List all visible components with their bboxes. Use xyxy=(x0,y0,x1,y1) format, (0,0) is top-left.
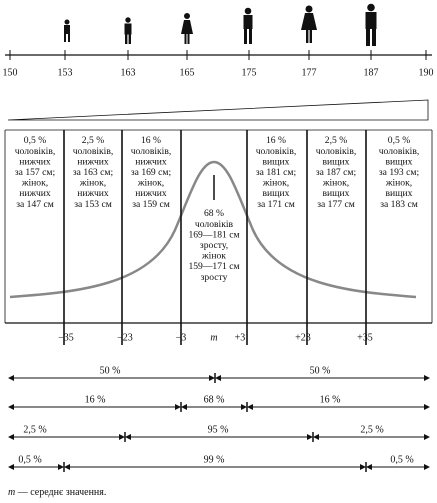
column-text: вищих xyxy=(323,188,350,199)
column-text: за 169 см; xyxy=(131,167,171,178)
column-text: за 183 см xyxy=(380,199,418,210)
column-text: 169—181 см xyxy=(188,229,239,240)
footnote: m — середнє значення. xyxy=(8,487,106,498)
column-text: чоловіків, xyxy=(256,146,297,157)
axis-label: +35 xyxy=(357,332,373,343)
column-text: за 177 см xyxy=(317,199,355,210)
column-text: нижчих xyxy=(19,188,51,199)
axis-label: +23 xyxy=(295,332,311,343)
range-label: 16 % xyxy=(85,394,106,405)
column-text: вищих xyxy=(263,188,290,199)
column-text: зросту, xyxy=(200,240,228,251)
column-text: вищих xyxy=(263,156,290,167)
column-text: 0,5 % xyxy=(24,135,46,146)
column-text: за 157 см; xyxy=(15,167,55,178)
column-text: за 159 см xyxy=(132,199,170,210)
column-text: нижчих xyxy=(19,156,51,167)
range-label: 50 % xyxy=(100,365,121,376)
column-text: 68 % xyxy=(204,208,224,219)
scale-label: 165 xyxy=(180,67,195,78)
column-text: нижчих xyxy=(135,156,167,167)
column-text: нижчих xyxy=(77,156,109,167)
column-text: чоловіків, xyxy=(379,146,420,157)
scale-label: 163 xyxy=(121,67,136,78)
column-text: жінок, xyxy=(21,178,48,189)
column-text: чоловіків, xyxy=(316,146,357,157)
column-text: нижчих xyxy=(135,188,167,199)
axis-label: −3 xyxy=(176,332,187,343)
scale-label: 153 xyxy=(58,67,73,78)
scale-label: 187 xyxy=(364,67,379,78)
column-text: за 193 см; xyxy=(379,167,419,178)
range-label: 0,5 % xyxy=(18,454,41,465)
column-text: за 163 см; xyxy=(73,167,113,178)
axis-label: +3 xyxy=(235,332,246,343)
range-label: 99 % xyxy=(204,454,225,465)
wedge xyxy=(7,99,429,121)
column-text: зросту xyxy=(201,272,228,283)
scale-label: 190 xyxy=(419,67,434,78)
range-label: 2,5 % xyxy=(23,424,46,435)
column-text: вищих xyxy=(386,188,413,199)
column-text: 2,5 % xyxy=(82,135,104,146)
column-text: жінок, xyxy=(385,178,412,189)
scale-label: 150 xyxy=(3,67,18,78)
figures xyxy=(64,3,377,46)
column-text: 16 % xyxy=(141,135,161,146)
column-text: вищих xyxy=(323,156,350,167)
column-text: нижчих xyxy=(77,188,109,199)
column-text: чоловіків, xyxy=(131,146,172,157)
range-label: 68 % xyxy=(204,394,225,405)
range-label: 50 % xyxy=(310,365,331,376)
range-label: 2,5 % xyxy=(360,424,383,435)
column-text: за 187 см; xyxy=(316,167,356,178)
column-text: 16 % xyxy=(266,135,286,146)
range-label: 95 % xyxy=(208,424,229,435)
column-text: жінок, xyxy=(322,178,349,189)
column-text: за 181 см; xyxy=(256,167,296,178)
column-text: жінок, xyxy=(79,178,106,189)
column-text: чоловіків xyxy=(195,219,234,230)
scale-label: 177 xyxy=(302,67,317,78)
column-text: 159—171 см xyxy=(188,261,239,272)
axis-label: m xyxy=(210,332,217,343)
column-text: за 171 см xyxy=(257,199,295,210)
axis-label: −23 xyxy=(117,332,133,343)
column-text: жінок xyxy=(201,251,226,262)
column-text: вищих xyxy=(386,156,413,167)
range-label: 0,5 % xyxy=(390,454,413,465)
axis-label: −35 xyxy=(58,332,74,343)
column-text: за 153 см xyxy=(74,199,112,210)
column-text: чоловіків, xyxy=(15,146,56,157)
column-text: 0,5 % xyxy=(388,135,410,146)
scale-label: 175 xyxy=(242,67,257,78)
column-text: чоловіків, xyxy=(73,146,114,157)
column-text: жінок, xyxy=(137,178,164,189)
range-label: 16 % xyxy=(320,394,341,405)
column-text: 2,5 % xyxy=(325,135,347,146)
column-text: жінок, xyxy=(262,178,289,189)
column-text: за 147 см xyxy=(16,199,54,210)
